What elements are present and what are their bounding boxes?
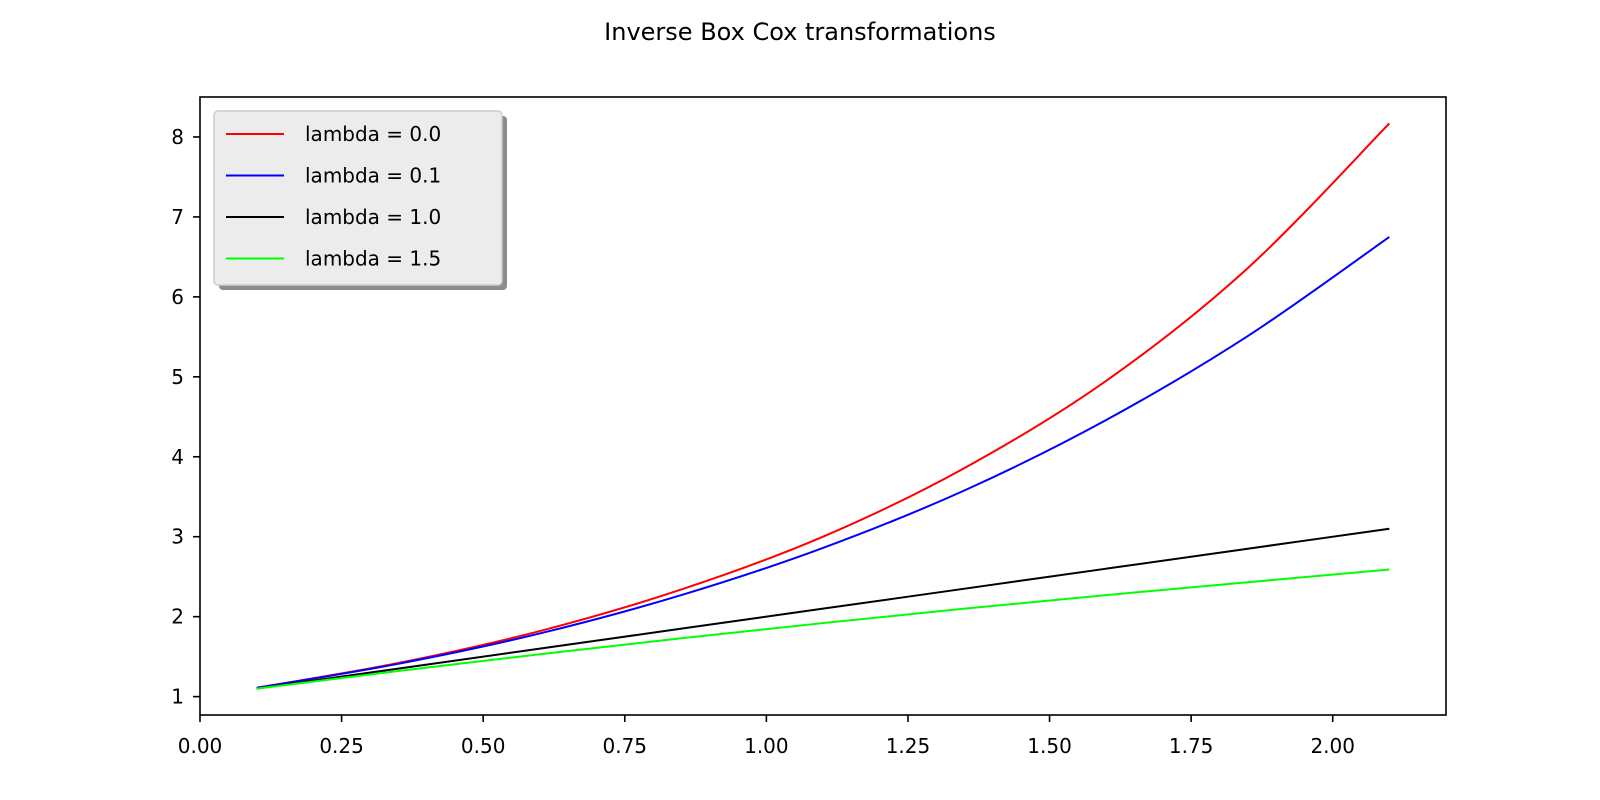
series-line (256, 122, 1391, 689)
legend-label: lambda = 1.5 (305, 247, 441, 271)
x-tick-label: 0.75 (603, 734, 648, 758)
x-tick-label: 1.50 (1027, 734, 1072, 758)
y-tick-label: 3 (171, 525, 184, 549)
y-tick-label: 6 (171, 285, 184, 309)
y-tick-label: 1 (171, 685, 184, 709)
legend: lambda = 0.0 lambda = 0.1 lambda = 1.0 lamb… (213, 110, 507, 290)
series-line (256, 236, 1390, 689)
x-tick-label: 0.00 (178, 734, 223, 758)
y-tick-label: 2 (171, 605, 184, 629)
legend-label: lambda = 1.0 (305, 205, 441, 229)
x-tick-label: 2.00 (1310, 734, 1355, 758)
x-tick-label: 1.00 (744, 734, 789, 758)
axes-frame (199, 96, 1447, 716)
x-tick-label: 0.50 (461, 734, 506, 758)
y-tick-label: 4 (171, 445, 184, 469)
legend-label: lambda = 0.0 (305, 122, 441, 146)
y-tick-label: 8 (171, 125, 184, 149)
series-line (256, 527, 1390, 690)
x-axis: 0.00 0.25 0.50 0.75 1.00 1.25 1.50 1.75 2.00 (178, 715, 1355, 758)
legend-label: lambda = 0.1 (305, 164, 441, 188)
y-axis: 1 2 3 4 5 6 7 8 (171, 125, 200, 709)
y-tick-label: 5 (171, 365, 184, 389)
x-tick-label: 1.75 (1169, 734, 1214, 758)
series-line (256, 568, 1390, 690)
y-tick-label: 7 (171, 205, 184, 229)
x-tick-label: 0.25 (319, 734, 364, 758)
x-tick-label: 1.25 (886, 734, 931, 758)
plot-layer (256, 122, 1391, 690)
legend-box (213, 110, 503, 286)
chart-title: Inverse Box Cox transformations (604, 18, 996, 46)
